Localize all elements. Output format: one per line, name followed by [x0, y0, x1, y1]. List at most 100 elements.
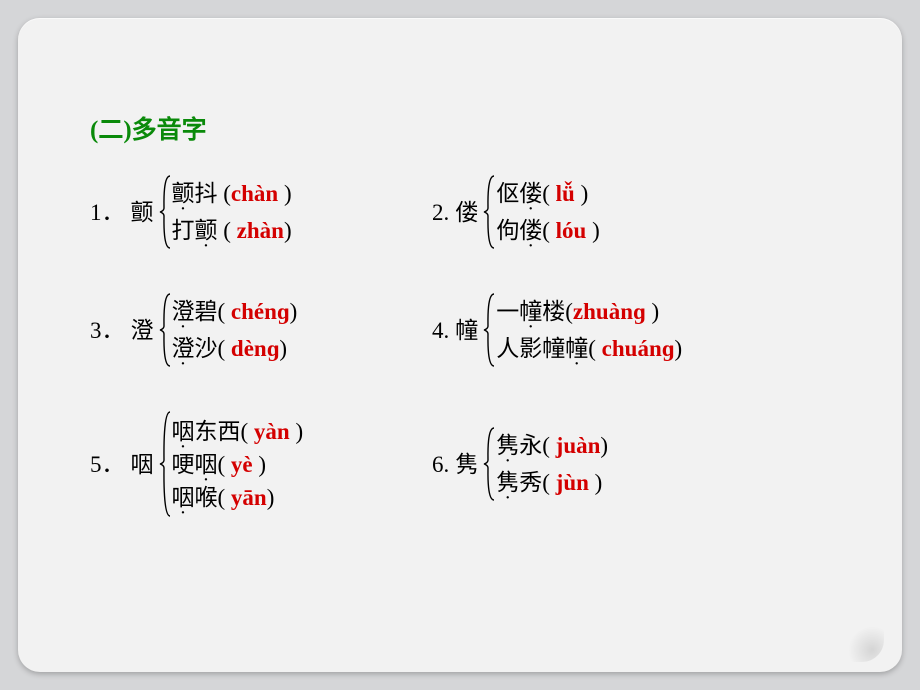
entry-line: 打颤 ( zhàn): [172, 219, 292, 242]
brace-group: 一幢楼(zhuànɡ ) 人影幢幢( chuánɡ): [482, 292, 682, 368]
entry-pre: 咽喉(: [172, 485, 231, 510]
entry-pre: 一幢楼(: [496, 299, 573, 324]
entry-pre: 澄沙(: [172, 336, 231, 361]
entry-line: 伛偻( lǚ ): [496, 182, 600, 205]
head-character: 澄: [131, 319, 154, 342]
entry-pre: 佝偻(: [496, 218, 555, 243]
entry-line: 佝偻( lóu ): [496, 219, 600, 242]
pronunciation: zhuànɡ: [573, 299, 646, 324]
entry-post: ): [674, 336, 682, 361]
section-title: (二)多音字: [90, 110, 842, 146]
dotted-char: 颤: [172, 182, 195, 205]
grid-row: 1． 颤 颤抖 (chàn ) 打颤 ( zhàn) 2. 偻 伛偻( lǚ )…: [90, 174, 842, 250]
dotted-char: 颤: [195, 219, 218, 242]
dotted-char: 咽: [172, 420, 195, 443]
entry-post: ): [290, 299, 298, 324]
entry-line: 隽秀( jùn ): [496, 471, 608, 494]
pronunciation: juàn: [556, 433, 601, 458]
polyphone-item: 4. 幢 一幢楼(zhuànɡ ) 人影幢幢( chuánɡ): [432, 292, 842, 368]
pronunciation: yè: [231, 452, 253, 477]
entry-lines: 伛偻( lǚ ) 佝偻( lóu ): [496, 174, 600, 250]
item-number: 4.: [432, 319, 449, 342]
pronunciation: chàn: [231, 181, 278, 206]
brace-icon: [158, 174, 172, 250]
brace-icon: [158, 292, 172, 368]
dotted-char: 幢: [565, 337, 588, 360]
grid-row: 5． 咽 咽东西( yàn ) 哽咽( yè ) 咽喉( yān) 6. 隽 隽…: [90, 410, 842, 518]
item-number: 2.: [432, 201, 449, 224]
entry-post: ): [279, 336, 287, 361]
entry-lines: 澄碧( chénɡ) 澄沙( dènɡ): [172, 292, 298, 368]
entry-post: ): [284, 218, 292, 243]
entry-line: 澄碧( chénɡ): [172, 300, 298, 323]
entry-post: ): [575, 181, 588, 206]
entry-lines: 一幢楼(zhuànɡ ) 人影幢幢( chuánɡ): [496, 292, 682, 368]
pronunciation: dènɡ: [231, 336, 279, 361]
brace-icon: [482, 292, 496, 368]
polyphone-item: 6. 隽 隽永( juàn) 隽秀( jùn ): [432, 410, 842, 518]
polyphone-item: 5． 咽 咽东西( yàn ) 哽咽( yè ) 咽喉( yān): [90, 410, 432, 518]
polyphone-item: 2. 偻 伛偻( lǚ ) 佝偻( lóu ): [432, 174, 842, 250]
dotted-char: 隽: [496, 434, 519, 457]
head-character: 偻: [455, 201, 478, 224]
entry-post: ): [253, 452, 266, 477]
brace-group: 伛偻( lǚ ) 佝偻( lóu ): [482, 174, 600, 250]
head-character: 咽: [131, 453, 154, 476]
entry-post: ): [290, 419, 303, 444]
entry-post: ): [267, 485, 275, 510]
entry-line: 隽永( juàn): [496, 434, 608, 457]
pronunciation: yān: [231, 485, 267, 510]
entry-pre: 咽东西(: [172, 419, 254, 444]
dotted-char: 偻: [519, 182, 542, 205]
content-area: (二)多音字 1． 颤 颤抖 (chàn ) 打颤 ( zhàn) 2. 偻 伛…: [90, 110, 842, 518]
brace-icon: [482, 426, 496, 502]
slide-card: (二)多音字 1． 颤 颤抖 (chàn ) 打颤 ( zhàn) 2. 偻 伛…: [18, 18, 902, 672]
entry-post: ): [278, 181, 291, 206]
head-character: 隽: [455, 453, 478, 476]
entry-lines: 隽永( juàn) 隽秀( jùn ): [496, 426, 608, 502]
pronunciation: lóu: [556, 218, 587, 243]
pronunciation: chuánɡ: [602, 336, 675, 361]
dotted-char: 咽: [172, 486, 195, 509]
entry-line: 哽咽( yè ): [172, 453, 304, 476]
grid-row: 3． 澄 澄碧( chénɡ) 澄沙( dènɡ) 4. 幢 一幢楼(zhuàn…: [90, 292, 842, 368]
entry-pre: 澄碧(: [172, 299, 231, 324]
entry-post: ): [600, 433, 608, 458]
entry-pre: 人影幢幢(: [496, 336, 601, 361]
entry-line: 一幢楼(zhuànɡ ): [496, 300, 682, 323]
entry-line: 咽东西( yàn ): [172, 420, 304, 443]
brace-group: 澄碧( chénɡ) 澄沙( dènɡ): [158, 292, 298, 368]
item-number: 6.: [432, 453, 449, 476]
item-number: 5．: [90, 453, 125, 476]
item-number: 1．: [90, 201, 125, 224]
entry-post: ): [646, 299, 659, 324]
entry-line: 人影幢幢( chuánɡ): [496, 337, 682, 360]
head-character: 幢: [455, 319, 478, 342]
head-character: 颤: [131, 201, 154, 224]
pronunciation: yàn: [254, 419, 290, 444]
brace-group: 隽永( juàn) 隽秀( jùn ): [482, 426, 608, 502]
entry-post: ): [589, 470, 602, 495]
dotted-char: 澄: [172, 300, 195, 323]
entry-post: ): [586, 218, 599, 243]
polyphone-item: 3． 澄 澄碧( chénɡ) 澄沙( dènɡ): [90, 292, 432, 368]
dotted-char: 咽: [195, 453, 218, 476]
dotted-char: 隽: [496, 471, 519, 494]
entry-pre: 打颤 (: [172, 218, 237, 243]
pronunciation: zhàn: [237, 218, 284, 243]
pronunciation: lǚ: [556, 181, 575, 206]
brace-group: 咽东西( yàn ) 哽咽( yè ) 咽喉( yān): [158, 410, 304, 518]
entry-pre: 颤抖 (: [172, 181, 231, 206]
items-grid: 1． 颤 颤抖 (chàn ) 打颤 ( zhàn) 2. 偻 伛偻( lǚ )…: [90, 174, 842, 518]
dotted-char: 澄: [172, 337, 195, 360]
entry-lines: 颤抖 (chàn ) 打颤 ( zhàn): [172, 174, 292, 250]
dotted-char: 偻: [519, 219, 542, 242]
entry-line: 澄沙( dènɡ): [172, 337, 298, 360]
dotted-char: 幢: [519, 300, 542, 323]
entry-pre: 隽秀(: [496, 470, 555, 495]
entry-lines: 咽东西( yàn ) 哽咽( yè ) 咽喉( yān): [172, 410, 304, 518]
brace-icon: [158, 410, 172, 518]
brace-group: 颤抖 (chàn ) 打颤 ( zhàn): [158, 174, 292, 250]
pronunciation: chénɡ: [231, 299, 290, 324]
item-number: 3．: [90, 319, 125, 342]
